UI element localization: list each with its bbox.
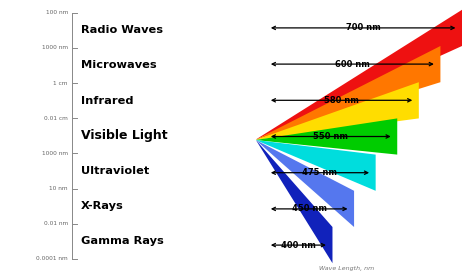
Text: 0.01 cm: 0.01 cm: [44, 116, 68, 121]
Text: Gamma Rays: Gamma Rays: [81, 236, 164, 246]
Text: 450 nm: 450 nm: [292, 204, 327, 213]
Text: 580 nm: 580 nm: [324, 96, 359, 105]
Polygon shape: [256, 46, 440, 140]
Polygon shape: [256, 140, 376, 191]
Text: Microwaves: Microwaves: [81, 60, 157, 70]
Text: 10 nm: 10 nm: [49, 186, 68, 191]
Polygon shape: [256, 10, 462, 139]
Text: 600 nm: 600 nm: [335, 60, 370, 69]
Text: 550 nm: 550 nm: [313, 132, 348, 141]
Text: 475 nm: 475 nm: [303, 168, 337, 177]
Text: 400 nm: 400 nm: [281, 241, 316, 249]
Text: 700 nm: 700 nm: [346, 24, 381, 32]
Text: Ultraviolet: Ultraviolet: [81, 166, 149, 176]
Polygon shape: [256, 118, 397, 155]
Text: 1000 nm: 1000 nm: [42, 45, 68, 50]
Text: Wave Length, nm: Wave Length, nm: [319, 266, 374, 271]
Text: 1000 nm: 1000 nm: [42, 151, 68, 156]
Polygon shape: [256, 141, 333, 263]
Text: Radio Waves: Radio Waves: [81, 25, 163, 35]
Text: Visible Light: Visible Light: [81, 129, 167, 142]
Text: Infrared: Infrared: [81, 95, 134, 106]
Text: 100 nm: 100 nm: [46, 10, 68, 15]
Text: X-Rays: X-Rays: [81, 201, 124, 211]
Text: 1 cm: 1 cm: [54, 81, 68, 85]
Text: 0.0001 nm: 0.0001 nm: [36, 256, 68, 262]
Polygon shape: [256, 140, 354, 227]
Polygon shape: [256, 82, 419, 140]
Text: 0.01 nm: 0.01 nm: [44, 221, 68, 226]
